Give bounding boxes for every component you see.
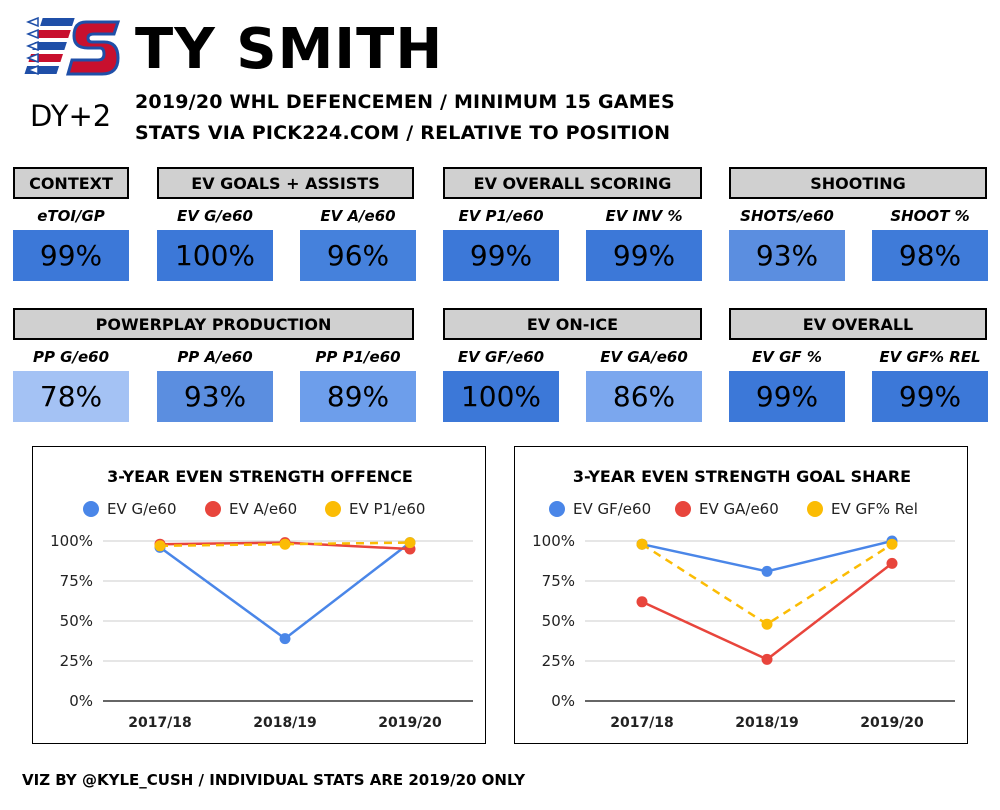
- category-shooting: SHOOTING: [729, 167, 987, 199]
- data-point-ev-gf-rel: [761, 618, 773, 630]
- category-context: CONTEXT: [13, 167, 129, 199]
- data-point-ev-p1-e60: [404, 537, 416, 549]
- data-point-ev-p1-e60: [154, 540, 166, 552]
- metric-label-ev-g-e60: EV G/e60: [177, 207, 253, 225]
- metric-label-shoot-pct: SHOOT %: [890, 207, 970, 225]
- metric-label-ev-gf-pct: EV GF %: [752, 348, 822, 366]
- category-ev-overall: EV OVERALL: [729, 308, 987, 340]
- metric-label-ev-a-e60: EV A/e60: [320, 207, 396, 225]
- chart-title: 3-YEAR EVEN STRENGTH GOAL SHARE: [573, 467, 911, 486]
- chart-offence: 3-YEAR EVEN STRENGTH OFFENCE EV G/e60 EV A…: [50, 467, 473, 731]
- legend-label-ev-gf-rel: EV GF% Rel: [831, 500, 918, 518]
- metric-label-pp-p1-e60: PP P1/e60: [315, 348, 401, 366]
- player-name: TY SMITH: [135, 17, 444, 82]
- legend-marker-ev-gf-rel: [807, 501, 823, 517]
- data-point-ev-gf-e60: [761, 565, 773, 577]
- metric-value-etoi-gp: 99%: [13, 230, 129, 281]
- y-tick-label: 50%: [60, 612, 93, 630]
- y-tick-label: 0%: [551, 692, 575, 710]
- y-tick-label: 0%: [69, 692, 93, 710]
- x-tick-label: 2018/19: [735, 715, 799, 731]
- y-tick-label: 75%: [60, 572, 93, 590]
- spokane-chiefs-logo-icon: [24, 16, 121, 76]
- y-tick-label: 100%: [532, 532, 575, 550]
- metric-value-pp-p1-e60: 89%: [300, 371, 416, 422]
- data-point-ev-gf-rel: [886, 538, 898, 550]
- metric-value-ev-gf-pct: 99%: [729, 371, 845, 422]
- y-tick-label: 100%: [50, 532, 93, 550]
- metric-label-pp-a-e60: PP A/e60: [177, 348, 253, 366]
- category-ev-goals-assists: EV GOALS + ASSISTS: [157, 167, 414, 199]
- metric-label-ev-ga-e60: EV GA/e60: [600, 348, 688, 366]
- draft-year-label: DY+2: [30, 99, 112, 133]
- metric-value-ev-p1-e60: 99%: [443, 230, 559, 281]
- legend-label-ev-gf-e60: EV GF/e60: [573, 500, 651, 518]
- metric-value-pp-g-e60: 78%: [13, 371, 129, 422]
- category-ev-overall-scoring: EV OVERALL SCORING: [443, 167, 702, 199]
- metric-label-etoi-gp: eTOI/GP: [37, 207, 105, 225]
- x-tick-label: 2017/18: [128, 715, 192, 731]
- y-tick-label: 25%: [60, 652, 93, 670]
- chart-title: 3-YEAR EVEN STRENGTH OFFENCE: [107, 467, 413, 486]
- subtitle-line-1: 2019/20 WHL DEFENCEMEN / MINIMUM 15 GAME…: [135, 91, 675, 113]
- y-tick-label: 75%: [542, 572, 575, 590]
- data-point-ev-ga-e60: [636, 596, 648, 608]
- data-point-ev-gf-rel: [636, 538, 648, 550]
- series-line-ev-g-e60: [159, 541, 411, 641]
- y-tick-label: 25%: [542, 652, 575, 670]
- metric-label-pp-g-e60: PP G/e60: [32, 348, 110, 366]
- legend-label-ev-a-e60: EV A/e60: [229, 500, 297, 518]
- x-tick-label: 2017/18: [610, 715, 674, 731]
- data-point-ev-g-e60: [279, 633, 291, 645]
- metric-value-shoot-pct: 98%: [872, 230, 988, 281]
- metric-value-ev-gf-e60: 100%: [443, 371, 559, 422]
- series-line-ev-ga-e60: [641, 562, 893, 661]
- metric-value-shots-e60: 93%: [729, 230, 845, 281]
- metric-value-ev-ga-e60: 86%: [586, 371, 702, 422]
- metric-value-pp-a-e60: 93%: [157, 371, 273, 422]
- data-point-ev-ga-e60: [761, 653, 773, 665]
- chart-goal-share: 3-YEAR EVEN STRENGTH GOAL SHARE EV GF/e60…: [532, 467, 955, 731]
- chart-goal-share-frame: 3-YEAR EVEN STRENGTH GOAL SHARE EV GF/e60…: [514, 446, 968, 744]
- x-tick-label: 2018/19: [253, 715, 317, 731]
- metric-label-ev-inv: EV INV %: [605, 207, 683, 225]
- data-point-ev-ga-e60: [886, 557, 898, 569]
- metric-label-ev-gf-pct-rel: EV GF% REL: [879, 348, 981, 366]
- metric-label-shots-e60: SHOTS/e60: [740, 207, 834, 225]
- metric-value-ev-a-e60: 96%: [300, 230, 416, 281]
- category-ev-on-ice: EV ON-ICE: [443, 308, 702, 340]
- y-tick-label: 50%: [542, 612, 575, 630]
- legend-marker-ev-ga-e60: [675, 501, 691, 517]
- footer-credit: VIZ BY @KYLE_CUSH / INDIVIDUAL STATS ARE…: [22, 771, 526, 789]
- chart-offence-frame: 3-YEAR EVEN STRENGTH OFFENCE EV G/e60 EV A…: [32, 446, 486, 744]
- metric-label-ev-p1-e60: EV P1/e60: [458, 207, 544, 225]
- legend-label-ev-g-e60: EV G/e60: [107, 500, 177, 518]
- x-tick-label: 2019/20: [378, 715, 442, 731]
- legend-marker-ev-g-e60: [83, 501, 99, 517]
- legend-marker-ev-gf-e60: [549, 501, 565, 517]
- metric-label-ev-gf-e60: EV GF/e60: [457, 348, 545, 366]
- x-tick-label: 2019/20: [860, 715, 924, 731]
- metric-value-ev-gf-pct-rel: 99%: [872, 371, 988, 422]
- legend-marker-ev-a-e60: [205, 501, 221, 517]
- subtitle-line-2: STATS VIA PICK224.COM / RELATIVE TO POSI…: [135, 122, 671, 144]
- legend-marker-ev-p1-e60: [325, 501, 341, 517]
- metric-value-ev-inv: 99%: [586, 230, 702, 281]
- data-point-ev-p1-e60: [279, 538, 291, 550]
- series-line-ev-gf-rel: [641, 543, 893, 626]
- legend-label-ev-ga-e60: EV GA/e60: [699, 500, 779, 518]
- metric-value-ev-g-e60: 100%: [157, 230, 273, 281]
- category-powerplay-production: POWERPLAY PRODUCTION: [13, 308, 414, 340]
- legend-label-ev-p1-e60: EV P1/e60: [349, 500, 425, 518]
